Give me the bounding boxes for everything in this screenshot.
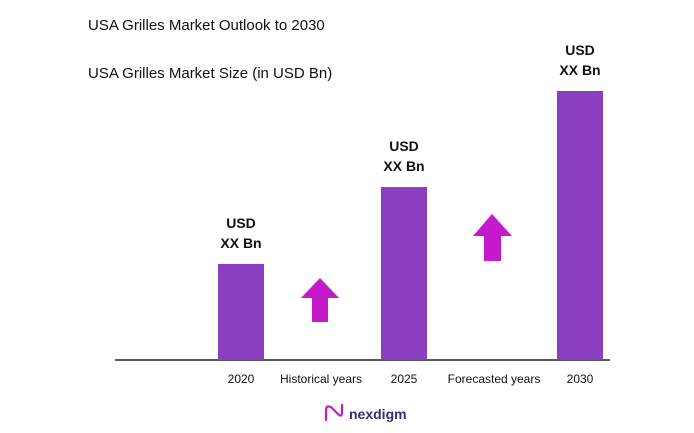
data-label-2030-line-1: USD — [565, 42, 595, 58]
historical-growth-arrow-icon — [301, 278, 339, 322]
bar-2020 — [218, 263, 264, 360]
forecast-growth-arrow-icon — [473, 214, 512, 261]
chart-title: USA Grilles Market Outlook to 2030 — [88, 17, 325, 34]
bar-2025 — [381, 187, 427, 360]
data-label-2020-line-1: USD — [226, 215, 256, 231]
data-label-2025-line-1: USD — [389, 138, 419, 154]
nexdigm-logo: nexdigm — [324, 403, 407, 422]
brand-name: nexdigm — [349, 406, 407, 422]
category-labels-group: 2020 2025 2030 — [228, 372, 594, 386]
nexdigm-logo-mark-icon — [324, 403, 344, 422]
category-label-2020: 2020 — [228, 372, 255, 386]
bar-2030 — [557, 91, 603, 360]
data-label-2020-line-2: XX Bn — [220, 235, 261, 251]
data-label-2030-line-2: XX Bn — [559, 62, 600, 78]
chart-subtitle: USA Grilles Market Size (in USD Bn) — [88, 65, 332, 82]
bars-group — [218, 91, 603, 360]
data-label-2025-line-2: XX Bn — [383, 158, 424, 174]
category-label-2030: 2030 — [567, 372, 594, 386]
bar-labels-group: USD XX Bn USD XX Bn USD XX Bn — [220, 42, 600, 251]
period-label-forecasted: Forecasted years — [448, 372, 541, 386]
period-label-historical: Historical years — [280, 372, 362, 386]
category-label-2025: 2025 — [391, 372, 418, 386]
